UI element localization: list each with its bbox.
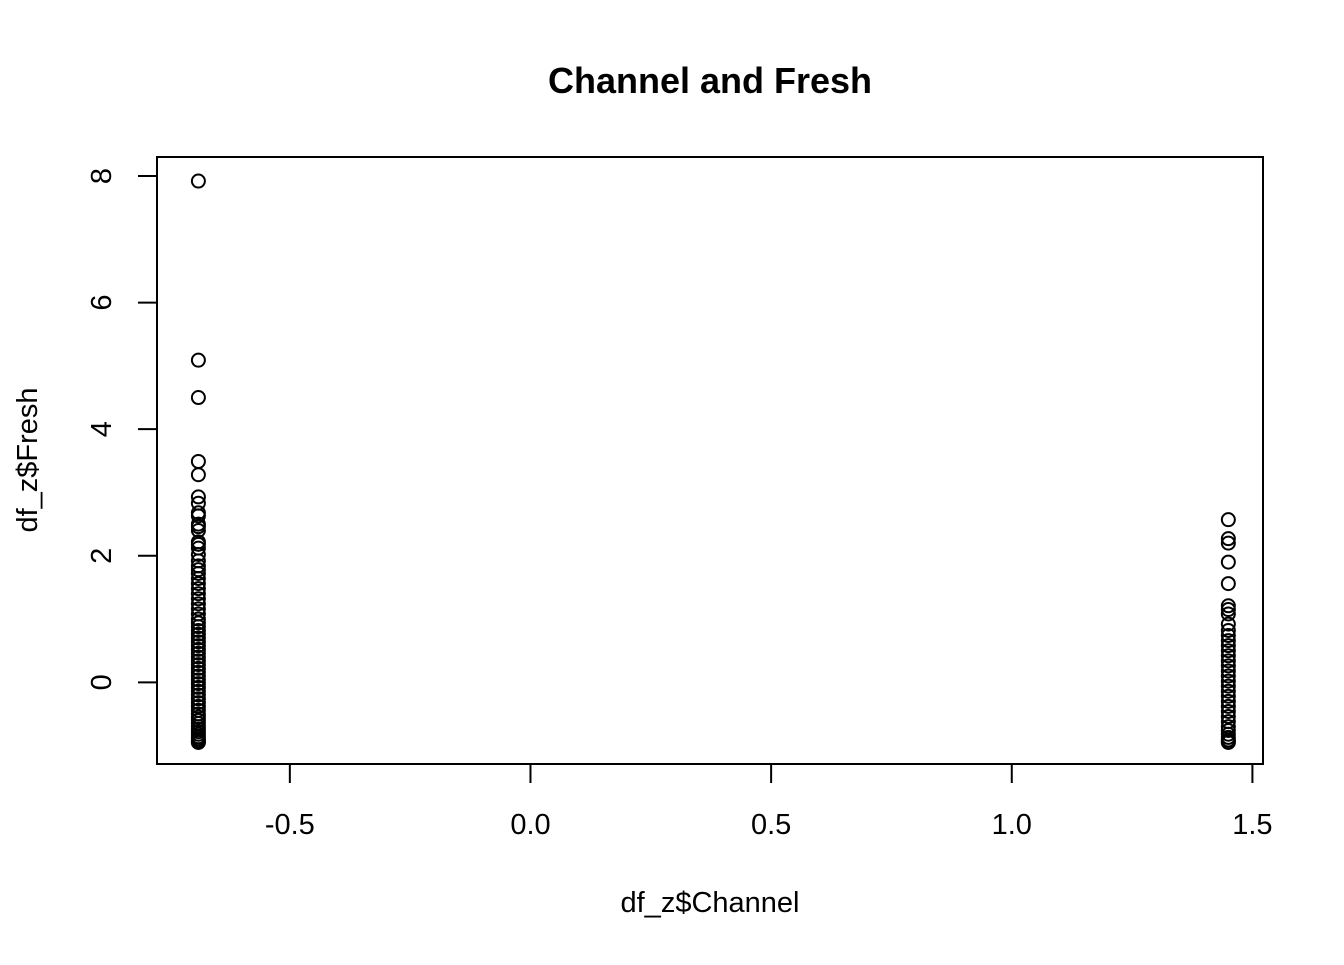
y-axis: 0 2 4 6 8	[86, 168, 158, 690]
data-point	[1220, 658, 1236, 674]
x-axis: -0.5 0.0 0.5 1.0 1.5	[265, 763, 1273, 841]
data-point	[1220, 576, 1236, 592]
data-point	[190, 691, 206, 707]
data-point	[1220, 668, 1236, 684]
data-point	[1220, 683, 1236, 699]
data-point	[1220, 643, 1236, 659]
data-point	[190, 586, 206, 602]
data-point	[190, 546, 206, 562]
data-point	[1220, 648, 1236, 664]
chart-title: Channel and Fresh	[548, 60, 872, 101]
x-axis-label: df_z$Channel	[621, 887, 800, 919]
data-point	[1220, 703, 1236, 719]
plot-frame	[156, 156, 1264, 765]
data-point	[190, 619, 206, 635]
data-point	[190, 683, 206, 699]
data-point	[1220, 554, 1236, 570]
data-point	[1220, 698, 1236, 714]
x-tick-label: 0.5	[751, 809, 791, 841]
data-point	[190, 591, 206, 607]
data-point	[190, 664, 206, 680]
data-point	[190, 645, 206, 661]
data-point	[190, 695, 206, 711]
data-point	[190, 519, 206, 535]
data-point	[190, 653, 206, 669]
data-point	[190, 581, 206, 597]
data-point	[1220, 616, 1236, 632]
data-point	[190, 615, 206, 631]
data-point	[190, 576, 206, 592]
data-point	[190, 173, 206, 189]
data-point	[190, 489, 206, 505]
data-points	[190, 173, 1236, 750]
data-point	[1220, 622, 1236, 638]
data-point	[190, 679, 206, 695]
data-point	[1220, 688, 1236, 704]
y-tick-label: 4	[86, 421, 118, 437]
data-point	[190, 641, 206, 657]
data-point	[190, 634, 206, 650]
data-point	[190, 622, 206, 638]
data-point	[190, 390, 206, 406]
y-tick-label: 8	[86, 168, 118, 184]
data-point	[190, 668, 206, 684]
data-point	[1220, 633, 1236, 649]
data-point	[190, 536, 206, 552]
x-tick-label: -0.5	[265, 809, 315, 841]
y-tick-label: 6	[86, 295, 118, 311]
data-point	[1220, 628, 1236, 644]
data-point	[190, 734, 206, 750]
data-point	[190, 352, 206, 368]
x-tick-label: 0.0	[510, 809, 550, 841]
data-point	[190, 687, 206, 703]
y-axis-label: df_z$Fresh	[12, 387, 44, 532]
data-point	[190, 508, 206, 524]
data-point	[1220, 734, 1236, 750]
data-point	[190, 571, 206, 587]
data-point	[190, 630, 206, 646]
x-tick-label: 1.5	[1232, 809, 1272, 841]
data-point	[1220, 638, 1236, 654]
data-point	[190, 467, 206, 483]
data-point	[190, 676, 206, 692]
y-tick-label: 2	[86, 548, 118, 564]
data-point	[190, 611, 206, 627]
data-point	[1220, 678, 1236, 694]
data-point	[1220, 512, 1236, 528]
data-point	[1220, 693, 1236, 709]
data-point	[1220, 653, 1236, 669]
data-point	[190, 596, 206, 612]
data-point	[1220, 531, 1236, 547]
data-point	[1220, 663, 1236, 679]
y-tick-label: 0	[86, 674, 118, 690]
x-tick-label: 1.0	[992, 809, 1032, 841]
data-point	[190, 660, 206, 676]
data-point	[190, 657, 206, 673]
data-point	[190, 649, 206, 665]
data-point	[1220, 535, 1236, 551]
data-point	[190, 453, 206, 469]
data-point	[1220, 598, 1236, 614]
data-point	[190, 672, 206, 688]
data-point	[190, 638, 206, 654]
data-point	[190, 626, 206, 642]
data-point	[1220, 673, 1236, 689]
data-point	[1220, 602, 1236, 618]
data-point	[1220, 606, 1236, 622]
data-point	[190, 565, 206, 581]
